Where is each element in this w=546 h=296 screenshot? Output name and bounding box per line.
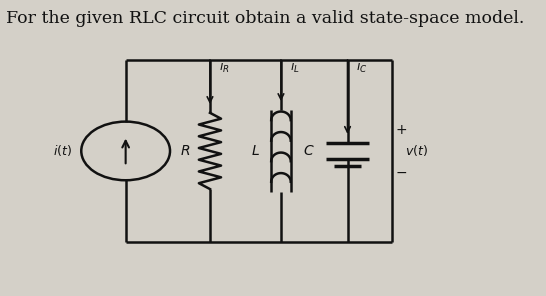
Text: $i_R$: $i_R$: [219, 59, 229, 75]
Text: $+$: $+$: [395, 123, 407, 137]
Text: For the given RLC circuit obtain a valid state-space model.: For the given RLC circuit obtain a valid…: [6, 10, 524, 27]
Text: $i_L$: $i_L$: [290, 59, 300, 75]
Text: $R$: $R$: [180, 144, 190, 158]
Text: $L$: $L$: [251, 144, 260, 158]
Text: $i(t)$: $i(t)$: [54, 144, 73, 158]
Text: $C$: $C$: [304, 144, 315, 158]
Text: $i_C$: $i_C$: [357, 59, 368, 75]
Text: $v(t)$: $v(t)$: [405, 144, 428, 158]
Text: $-$: $-$: [395, 165, 408, 178]
